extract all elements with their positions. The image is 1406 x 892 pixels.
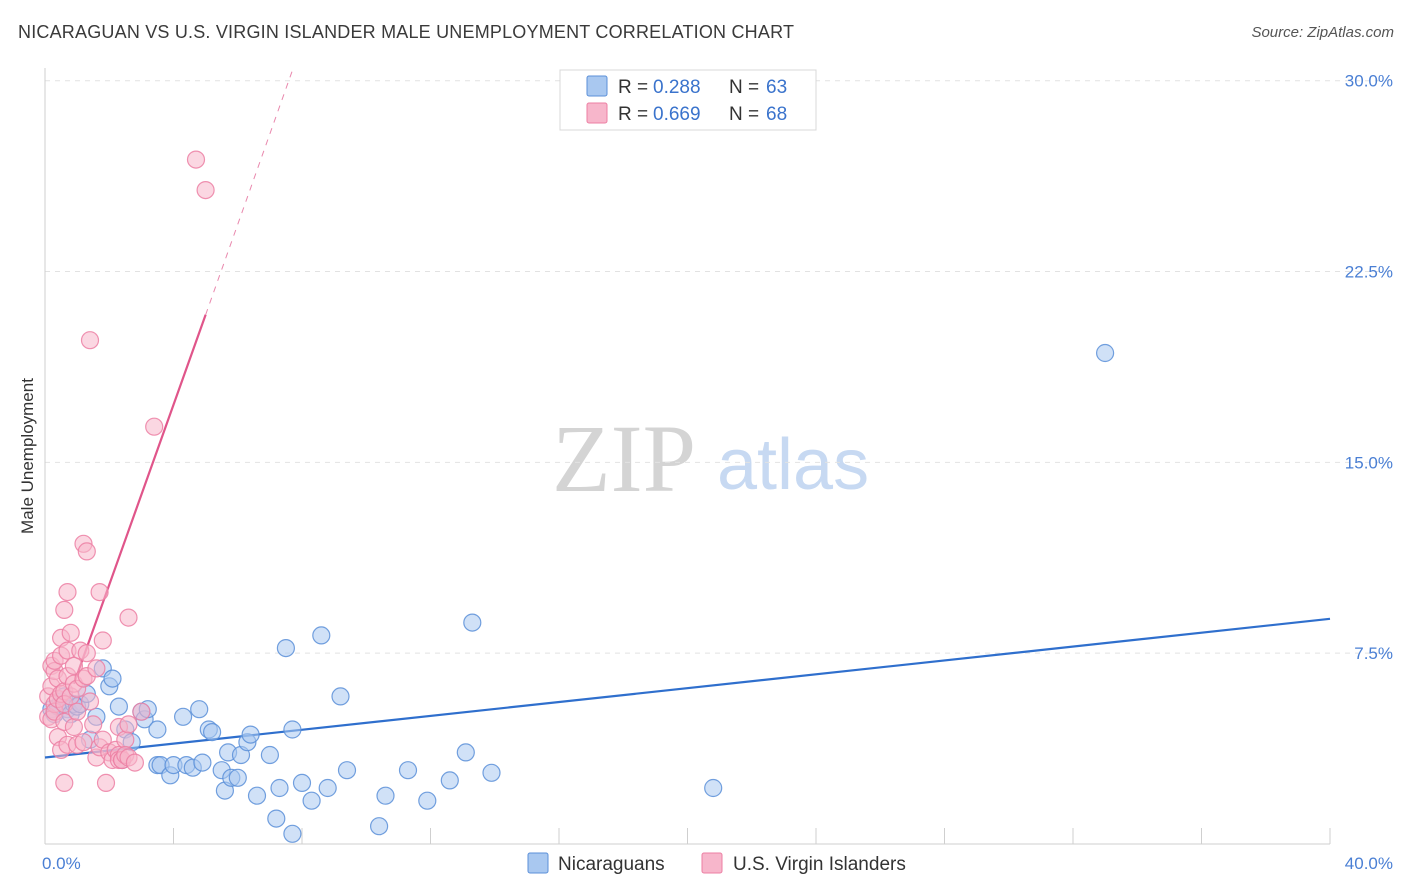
point-nicaraguans bbox=[312, 626, 331, 645]
point-virgin-islanders bbox=[93, 631, 112, 650]
point-nicaraguans bbox=[370, 817, 389, 836]
point-virgin-islanders bbox=[125, 753, 144, 772]
point-nicaraguans bbox=[103, 669, 122, 688]
point-virgin-islanders bbox=[55, 600, 74, 620]
legend-r-label-1: R = bbox=[618, 77, 648, 98]
y-tick-label: 30.0% bbox=[1345, 72, 1393, 91]
y-tick-label: 22.5% bbox=[1345, 263, 1393, 282]
point-virgin-islanders bbox=[84, 715, 103, 734]
point-virgin-islanders bbox=[119, 715, 138, 734]
point-virgin-islanders bbox=[196, 181, 215, 200]
point-virgin-islanders bbox=[64, 656, 84, 676]
point-nicaraguans bbox=[174, 707, 193, 726]
point-nicaraguans bbox=[463, 613, 482, 632]
point-virgin-islanders bbox=[77, 542, 96, 561]
point-nicaraguans bbox=[302, 791, 321, 810]
point-nicaraguans bbox=[260, 745, 279, 765]
x-tick-label-min: 0.0% bbox=[42, 854, 81, 873]
y-axis-label: Male Unemployment bbox=[18, 378, 37, 534]
point-virgin-islanders bbox=[67, 702, 87, 721]
watermark-zip: ZIP bbox=[552, 405, 696, 512]
point-nicaraguans bbox=[318, 778, 337, 798]
point-nicaraguans bbox=[704, 778, 723, 798]
point-nicaraguans bbox=[203, 722, 222, 742]
point-virgin-islanders bbox=[87, 659, 106, 678]
point-virgin-islanders bbox=[116, 730, 135, 749]
bottom-legend: Nicaraguans U.S. Virgin Islanders bbox=[527, 852, 906, 875]
y-tick-label: 15.0% bbox=[1345, 453, 1393, 472]
point-nicaraguans bbox=[418, 791, 437, 810]
point-nicaraguans bbox=[456, 743, 475, 762]
point-virgin-islanders bbox=[80, 331, 100, 350]
point-virgin-islanders bbox=[55, 773, 74, 793]
watermark-atlas: atlas bbox=[717, 425, 869, 505]
point-virgin-islanders bbox=[96, 773, 116, 793]
point-nicaraguans bbox=[247, 786, 267, 805]
gridlines bbox=[45, 80, 1393, 654]
legend-n-label-1: N = bbox=[729, 77, 759, 98]
point-nicaraguans bbox=[337, 761, 357, 780]
point-nicaraguans bbox=[276, 638, 295, 658]
y-tick-labels: 7.5% 15.0% 22.5% 30.0% bbox=[1345, 72, 1393, 663]
legend-r-label-2: R = bbox=[618, 104, 648, 125]
bottom-legend-swatch-nicaraguans bbox=[527, 852, 549, 874]
point-nicaraguans bbox=[440, 771, 459, 790]
point-nicaraguans bbox=[1095, 343, 1115, 363]
chart-title: NICARAGUAN VS U.S. VIRGIN ISLANDER MALE … bbox=[18, 22, 795, 42]
bottom-legend-label-nicaraguans: Nicaraguans bbox=[558, 854, 665, 875]
trend-line-nicaraguans bbox=[44, 617, 1331, 759]
point-virgin-islanders bbox=[132, 702, 151, 721]
y-tick-label: 7.5% bbox=[1354, 644, 1393, 663]
point-virgin-islanders bbox=[58, 582, 77, 602]
trend-line-extension bbox=[205, 70, 293, 315]
point-nicaraguans bbox=[148, 720, 167, 739]
legend-swatch-nicaraguans bbox=[586, 75, 608, 97]
source-label: Source: ZipAtlas.com bbox=[1251, 24, 1394, 41]
bottom-legend-swatch-virgin-islanders bbox=[701, 852, 723, 874]
point-virgin-islanders bbox=[145, 417, 164, 436]
point-nicaraguans bbox=[331, 687, 350, 706]
point-nicaraguans bbox=[482, 763, 501, 782]
point-nicaraguans bbox=[267, 809, 286, 828]
point-nicaraguans bbox=[292, 773, 312, 793]
point-virgin-islanders bbox=[186, 150, 206, 169]
data-points bbox=[39, 150, 1115, 843]
legend-r-value-2: 0.669 bbox=[653, 104, 701, 125]
point-virgin-islanders bbox=[80, 692, 100, 711]
x-tick-label-max: 40.0% bbox=[1345, 854, 1393, 873]
point-virgin-islanders bbox=[74, 733, 93, 752]
point-nicaraguans bbox=[228, 768, 247, 787]
legend-n-label-2: N = bbox=[729, 104, 759, 125]
bottom-legend-label-virgin-islanders: U.S. Virgin Islanders bbox=[733, 854, 906, 875]
point-nicaraguans bbox=[283, 720, 302, 739]
point-nicaraguans bbox=[109, 697, 129, 716]
point-virgin-islanders bbox=[61, 623, 80, 642]
legend-swatch-virgin-islanders bbox=[586, 102, 608, 124]
point-nicaraguans bbox=[241, 725, 260, 744]
point-virgin-islanders bbox=[90, 582, 109, 602]
point-nicaraguans bbox=[190, 700, 209, 719]
legend-box: R = 0.288 N = 63 R = 0.669 N = 68 bbox=[559, 69, 817, 131]
point-nicaraguans bbox=[376, 786, 395, 805]
point-nicaraguans bbox=[283, 824, 302, 843]
point-nicaraguans bbox=[398, 761, 418, 780]
point-virgin-islanders bbox=[119, 608, 138, 627]
legend-n-value-1: 63 bbox=[766, 77, 787, 98]
legend-r-value-1: 0.288 bbox=[653, 77, 701, 98]
trend-line-virgin-islanders bbox=[72, 314, 207, 685]
point-nicaraguans bbox=[270, 778, 289, 798]
point-virgin-islanders bbox=[64, 717, 84, 737]
point-nicaraguans bbox=[193, 753, 212, 772]
point-virgin-islanders bbox=[77, 644, 96, 663]
legend-n-value-2: 68 bbox=[766, 104, 787, 125]
